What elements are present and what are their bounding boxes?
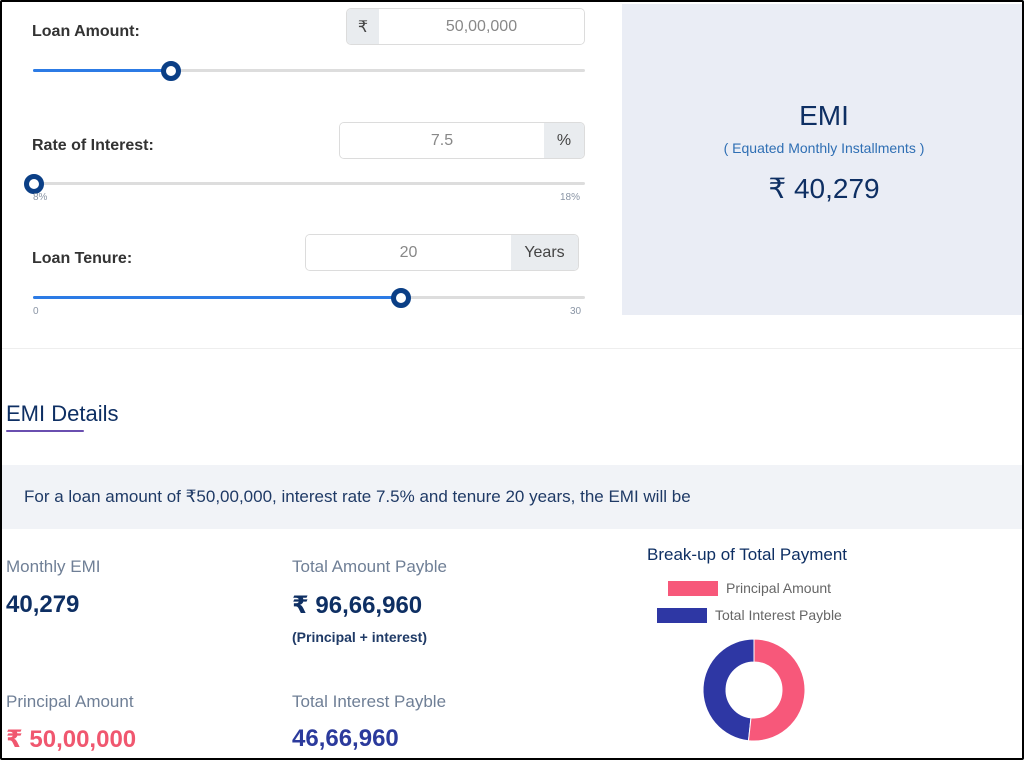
loan-amount-slider-fill — [33, 69, 171, 72]
legend-item-principal[interactable]: Principal Amount — [668, 580, 831, 596]
legend-item-interest[interactable]: Total Interest Payble — [657, 607, 842, 623]
loan-tenure-input[interactable] — [306, 235, 511, 270]
legend-label-principal: Principal Amount — [726, 580, 832, 596]
legend-swatch-principal — [668, 580, 718, 596]
principal-label: Principal Amount — [6, 692, 134, 711]
payment-breakup-donut — [702, 638, 806, 742]
percent-icon: % — [544, 123, 584, 158]
emi-amount: ₹ 40,279 — [768, 173, 880, 204]
donut-slice-principal[interactable] — [747, 638, 806, 742]
loan-tenure-input-group: Years — [305, 234, 579, 271]
interest-rate-slider-thumb[interactable] — [24, 174, 44, 194]
monthly-emi-label: Monthly EMI — [6, 557, 101, 576]
section-divider — [2, 348, 1022, 349]
interest-min-tick: 8% — [33, 192, 48, 203]
total-payable-label: Total Amount Payble — [292, 557, 447, 576]
rupee-icon: ₹ — [347, 9, 379, 44]
loan-tenure-slider-thumb[interactable] — [391, 288, 412, 308]
legend-swatch-interest — [657, 607, 707, 623]
interest-rate-label: Rate of Interest: — [32, 137, 154, 154]
monthly-emi-value: 40,279 — [6, 591, 80, 618]
interest-rate-slider[interactable] — [33, 182, 585, 185]
interest-max-tick: 18% — [560, 192, 581, 203]
principal-value: ₹ 50,00,000 — [6, 726, 137, 753]
emi-title: EMI — [799, 100, 849, 131]
legend-label-interest: Total Interest Payble — [715, 607, 842, 623]
emi-result-panel: EMI ( Equated Monthly Installments ) ₹ 4… — [622, 4, 1022, 315]
loan-tenure-slider[interactable] — [33, 296, 585, 299]
loan-amount-input[interactable] — [379, 9, 584, 44]
chart-title: Break-up of Total Payment — [647, 545, 848, 564]
years-unit: Years — [511, 235, 578, 270]
heading-underline — [6, 430, 84, 432]
loan-tenure-label: Loan Tenure: — [32, 250, 133, 267]
total-payable-note: (Principal + interest) — [292, 629, 427, 645]
emi-summary-text: For a loan amount of ₹50,00,000, interes… — [24, 487, 691, 506]
tenure-max-tick: 30 — [570, 306, 582, 317]
loan-amount-slider[interactable] — [33, 69, 585, 72]
interest-rate-input-group: % — [339, 122, 585, 159]
total-interest-label: Total Interest Payble — [292, 692, 447, 711]
emi-subtitle: ( Equated Monthly Installments ) — [723, 140, 925, 156]
total-interest-value: 46,66,960 — [292, 725, 399, 752]
summary-band — [2, 465, 1022, 529]
total-payable-value: ₹ 96,66,960 — [292, 592, 423, 619]
emi-details-heading: EMI Details — [6, 401, 119, 426]
loan-amount-input-group: ₹ — [346, 8, 585, 45]
loan-amount-label: Loan Amount: — [32, 23, 140, 40]
loan-tenure-slider-fill — [33, 296, 402, 299]
donut-slice-interest[interactable] — [702, 638, 755, 742]
tenure-min-tick: 0 — [33, 306, 39, 317]
interest-rate-input[interactable] — [340, 123, 544, 158]
loan-amount-slider-thumb[interactable] — [161, 61, 181, 81]
